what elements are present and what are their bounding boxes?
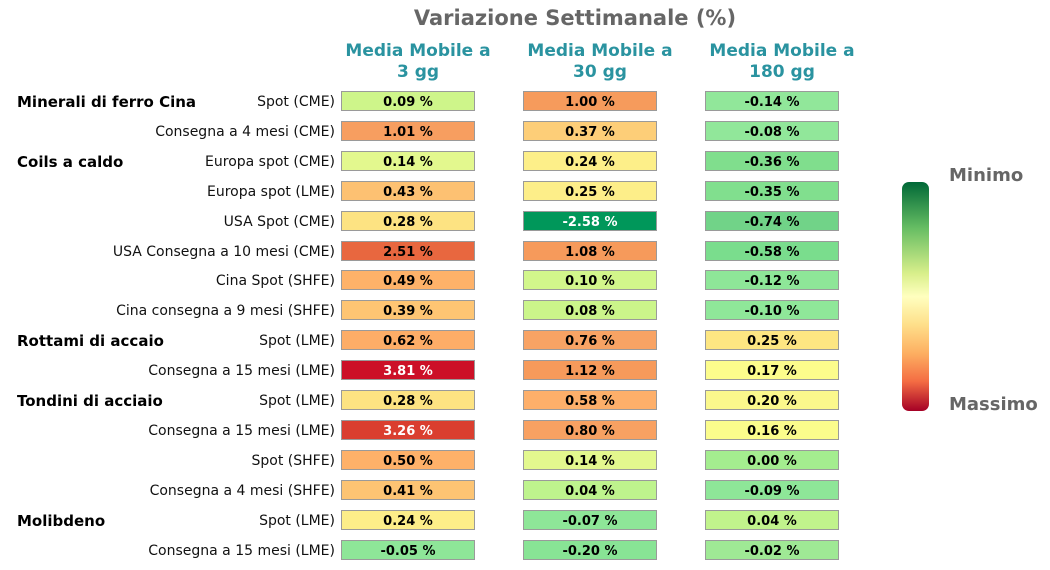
column-header-line1: Media Mobile a	[709, 41, 855, 61]
heatmap-cell: -0.20 %	[523, 539, 657, 560]
heatmap-cell: 0.14 %	[341, 150, 475, 171]
colorbar-top-label: Minimo	[949, 165, 1024, 186]
heatmap-cell: 0.28 %	[341, 390, 475, 410]
row-label: Cina consegna a 9 mesi (SHFE)	[116, 303, 335, 320]
heatmap-cell: -0.36 %	[705, 150, 839, 171]
heatmap-cell: 0.43 %	[341, 180, 475, 201]
heatmap-cell: 0.04 %	[705, 509, 839, 530]
chart-title: Variazione Settimanale (%)	[413, 6, 737, 30]
row-label: Spot (LME)	[259, 512, 335, 529]
heatmap-cell: 0.25 %	[523, 180, 657, 201]
heatmap-cell: 1.12 %	[523, 360, 657, 381]
row-label: Spot (LME)	[259, 333, 335, 350]
column-header-line2: 180 gg	[749, 62, 815, 82]
heatmap-cell: 0.16 %	[705, 419, 839, 440]
heatmap-cell: 0.39 %	[341, 300, 475, 321]
heatmap-cell: 0.62 %	[341, 330, 475, 351]
heatmap-cell: 1.01 %	[341, 120, 475, 141]
heatmap-cell: 0.76 %	[523, 330, 657, 351]
group-label: Minerali di ferro Cina	[17, 93, 197, 111]
group-label: Molibdeno	[17, 511, 106, 530]
heatmap-cell: 0.37 %	[523, 120, 657, 141]
heatmap-cell: -2.58 %	[523, 210, 657, 231]
heatmap-cell: 2.51 %	[341, 240, 475, 261]
heatmap-cell: -0.05 %	[341, 539, 475, 560]
heatmap-cell: 0.25 %	[705, 330, 839, 351]
heatmap-cell: 0.24 %	[341, 509, 475, 530]
colorbar-bottom-label: Massimo	[949, 394, 1038, 415]
heatmap-cell: -0.10 %	[705, 300, 839, 321]
row-label: Spot (CME)	[257, 94, 335, 110]
row-label: Cina Spot (SHFE)	[215, 273, 335, 290]
column-header-line2: 30 gg	[573, 62, 627, 82]
heatmap-cell: 0.14 %	[523, 449, 657, 470]
heatmap-cell: -0.35 %	[705, 180, 839, 201]
row-label: USA Consegna a 10 mesi (CME)	[112, 243, 335, 260]
row-label: Europa spot (CME)	[205, 153, 335, 170]
group-label: Rottami di accaio	[17, 332, 164, 351]
colorbar	[902, 182, 929, 411]
heatmap-cell: 0.28 %	[341, 210, 475, 231]
row-label: Consegna a 15 mesi (LME)	[148, 363, 335, 380]
heatmap-cell: 0.49 %	[341, 270, 475, 291]
row-label: Spot (SHFE)	[251, 452, 335, 469]
row-label: Consegna a 4 mesi (CME)	[155, 123, 335, 140]
heatmap-cell: 0.10 %	[523, 270, 657, 291]
heatmap-cell: 0.09 %	[341, 91, 475, 111]
heatmap-cell: 0.04 %	[523, 479, 657, 500]
row-label: USA Spot (CME)	[223, 213, 335, 230]
heatmap-cell: -0.12 %	[705, 270, 839, 291]
heatmap-cell: -0.58 %	[705, 240, 839, 261]
heatmap-cell: 3.81 %	[341, 360, 475, 381]
heatmap-cell: -0.09 %	[705, 479, 839, 500]
group-label: Coils a caldo	[17, 152, 124, 171]
group-label: Tondini di acciaio	[17, 392, 163, 410]
heatmap-cell: 0.08 %	[523, 300, 657, 321]
row-label: Spot (LME)	[259, 393, 335, 409]
heatmap-cell: 1.08 %	[523, 240, 657, 261]
column-header-2: Media Mobile a 30 gg	[505, 41, 695, 83]
heatmap-cell: 0.24 %	[523, 150, 657, 171]
row-label: Europa spot (LME)	[207, 183, 335, 200]
column-header-line2: 3 gg	[396, 62, 440, 82]
heatmap-cell: -0.02 %	[705, 539, 839, 560]
row-label: Consegna a 4 mesi (SHFE)	[149, 482, 335, 499]
heatmap-cell: 0.58 %	[523, 390, 657, 410]
heatmap-cell: 0.20 %	[705, 390, 839, 410]
column-header-line1: Media Mobile a	[345, 41, 491, 61]
heatmap-cell: 0.41 %	[341, 479, 475, 500]
heatmap-cell: -0.74 %	[705, 210, 839, 231]
heatmap-cell: -0.08 %	[705, 120, 839, 141]
heatmap-cell: 0.00 %	[705, 449, 839, 470]
column-header-3: Media Mobile a 180 gg	[687, 41, 877, 83]
heatmap-cell: 3.26 %	[341, 419, 475, 440]
row-label: Consegna a 15 mesi (LME)	[148, 542, 335, 559]
column-header-line1: Media Mobile a	[527, 41, 673, 61]
row-label: Consegna a 15 mesi (LME)	[148, 422, 335, 439]
heatmap-cell: 0.80 %	[523, 419, 657, 440]
heatmap-cell: -0.07 %	[523, 509, 657, 530]
heatmap-cell: 1.00 %	[523, 91, 657, 111]
heatmap-cell: 0.50 %	[341, 449, 475, 470]
heatmap-cell: -0.14 %	[705, 91, 839, 111]
heatmap-cell: 0.17 %	[705, 360, 839, 381]
